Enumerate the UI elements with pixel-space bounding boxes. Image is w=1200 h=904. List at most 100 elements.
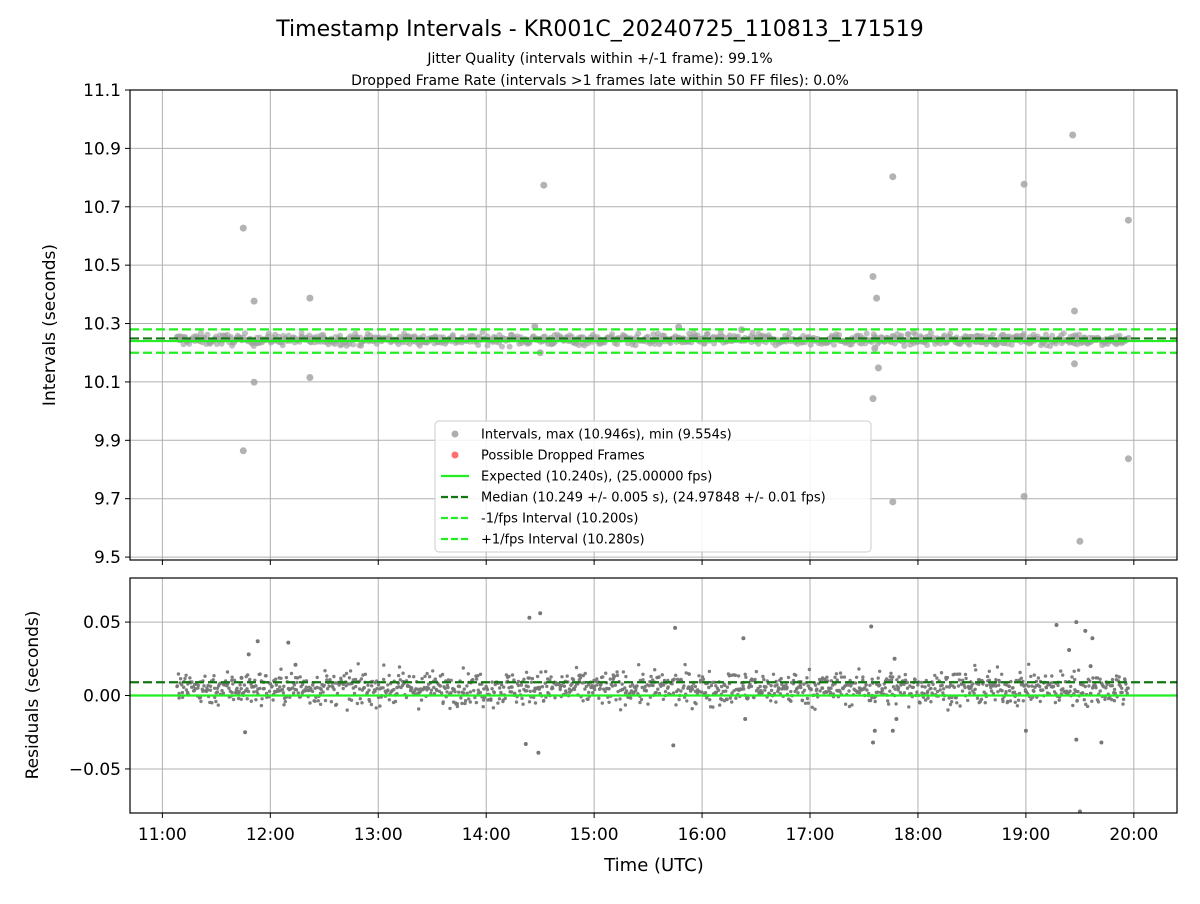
dense-data-point [720, 698, 724, 702]
outlier-data-point [523, 742, 528, 746]
dense-data-point [337, 332, 343, 339]
dense-data-point [963, 685, 967, 690]
dense-data-point [478, 672, 483, 676]
dense-data-point [180, 690, 185, 695]
dense-data-point [526, 685, 530, 689]
dense-data-point [342, 674, 346, 678]
dense-data-point [212, 686, 217, 690]
dense-data-point [292, 683, 297, 687]
outlier-data-point [527, 615, 532, 620]
dense-data-point [350, 341, 357, 348]
dense-data-point [736, 674, 741, 678]
dense-data-point [789, 699, 793, 703]
dense-data-point [295, 680, 299, 685]
outlier-data-point [243, 730, 248, 735]
dense-data-point [902, 682, 906, 686]
dense-data-point [230, 675, 234, 679]
dense-data-point [267, 689, 272, 693]
dense-data-point [358, 697, 362, 701]
dense-data-point [184, 673, 188, 677]
dense-data-point [646, 702, 650, 706]
dense-data-point [490, 687, 494, 691]
dense-data-point [958, 672, 962, 676]
dense-data-point [752, 695, 756, 700]
outlier-data-point [1124, 216, 1132, 224]
dense-data-point [525, 689, 529, 693]
y-tick-label: 9.5 [94, 548, 121, 568]
dense-data-point [296, 691, 300, 695]
dense-data-point [1113, 691, 1118, 695]
dense-data-point [528, 689, 532, 693]
dense-data-point [499, 343, 505, 350]
dense-data-point [711, 705, 715, 709]
dense-data-point [957, 678, 962, 682]
dense-data-point [520, 696, 524, 701]
dense-data-point [707, 685, 711, 690]
y-tick-label: 10.7 [83, 198, 121, 218]
dense-data-point [690, 687, 695, 691]
dense-data-point [438, 684, 442, 688]
dense-data-point [423, 674, 427, 679]
dense-data-point [956, 684, 961, 688]
dense-data-point [455, 704, 460, 709]
outlier-data-point [293, 662, 298, 667]
dense-data-point [954, 695, 958, 700]
dense-data-point [600, 701, 604, 705]
dense-data-point [295, 676, 300, 680]
dense-data-point [366, 683, 370, 687]
dense-data-point [461, 666, 465, 670]
dense-data-point [271, 698, 275, 702]
dense-data-point [245, 697, 249, 701]
dense-data-point [660, 673, 664, 677]
dense-data-point [435, 688, 439, 693]
dense-data-point [245, 687, 249, 691]
dense-data-point [459, 696, 463, 700]
dense-data-point [354, 684, 358, 689]
dense-data-point [321, 690, 325, 694]
outlier-data-point [1083, 628, 1088, 633]
dense-data-point [886, 699, 890, 703]
dense-data-point [318, 691, 323, 696]
dense-data-point [548, 678, 552, 682]
dense-data-point [775, 683, 779, 687]
dense-data-point [818, 689, 822, 693]
dense-data-point [1104, 686, 1108, 690]
dense-data-point [656, 687, 660, 691]
dense-data-point [516, 679, 521, 684]
dense-data-point [1008, 341, 1015, 348]
dense-data-point [637, 663, 641, 667]
outlier-data-point [1088, 664, 1093, 669]
dense-data-point [446, 678, 451, 682]
dense-data-point [607, 687, 611, 691]
dense-data-point [876, 690, 880, 694]
dense-data-point [644, 689, 648, 693]
dense-data-point [763, 688, 767, 692]
dense-data-point [905, 331, 912, 337]
dense-data-point [270, 684, 274, 688]
dense-data-point [863, 330, 870, 337]
dense-data-point [835, 678, 839, 682]
outlier-data-point [1124, 455, 1132, 463]
dense-data-point [381, 686, 385, 690]
outlier-data-point [671, 743, 676, 748]
dense-data-point [654, 690, 658, 695]
dense-data-point [938, 688, 942, 692]
dense-data-point [184, 688, 189, 692]
dense-data-point [490, 680, 494, 684]
dense-data-point [375, 687, 379, 691]
dense-data-point [249, 682, 253, 686]
dense-data-point [349, 698, 354, 702]
dense-data-point [743, 672, 747, 676]
outlier-data-point [1067, 648, 1072, 652]
dense-data-point [1076, 689, 1080, 694]
dense-data-point [952, 685, 957, 690]
dense-data-point [1024, 683, 1028, 687]
dense-data-point [870, 677, 874, 681]
dense-data-point [178, 677, 183, 681]
dense-data-point [274, 683, 278, 687]
y-tick-label: 9.7 [94, 490, 121, 510]
dense-data-point [253, 678, 257, 682]
outlier-data-point [1023, 728, 1028, 733]
dense-data-point [666, 685, 670, 689]
dense-data-point [453, 690, 457, 694]
